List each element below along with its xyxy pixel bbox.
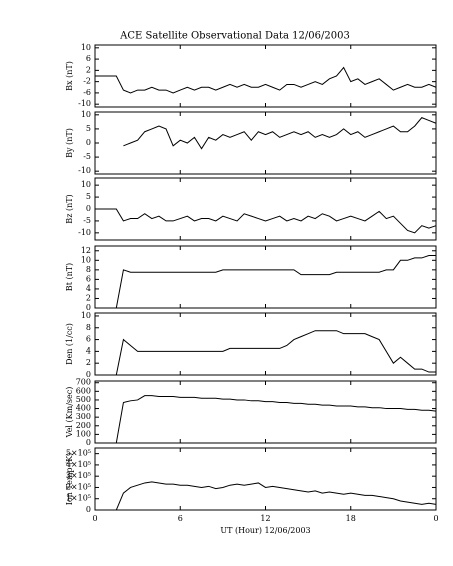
y-tick-label: 200 [76, 421, 91, 430]
x-tick-label: 12 [260, 514, 270, 523]
y-tick-label: 8 [86, 265, 91, 274]
data-line [95, 255, 436, 309]
x-tick-label: 0 [433, 514, 438, 523]
y-tick-label: 0 [86, 370, 91, 379]
y-tick-label: 0 [86, 138, 91, 147]
y-tick-label: 2×10⁵ [66, 482, 91, 491]
y-tick-label: 10 [81, 255, 91, 264]
panel-frame [94, 447, 437, 511]
y-tick-label: 400 [76, 404, 91, 413]
data-line [95, 395, 437, 444]
x-tick-label: 6 [178, 514, 183, 523]
y-tick-label: 5×10⁵ [66, 449, 91, 458]
y-tick-label: 5 [86, 192, 91, 201]
data-line [123, 117, 437, 150]
y-tick-label: 4 [86, 346, 91, 355]
data-line [95, 481, 437, 511]
y-tick-label: 4×10⁵ [66, 460, 91, 469]
x-axis-label: UT (Hour) 12/06/2003 [220, 526, 310, 535]
y-axis-label: Bx (nT) [65, 61, 74, 91]
y-tick-label: 2 [86, 65, 91, 74]
y-tick-label: 0 [86, 303, 91, 312]
y-tick-label: -2 [83, 77, 91, 86]
y-axis-label: Vel (Km/sec) [65, 387, 74, 439]
panel-frame [94, 380, 437, 444]
panel-frame [94, 245, 437, 309]
y-tick-label: 500 [76, 395, 91, 404]
y-axis-label: Den (1/cc) [65, 323, 74, 365]
y-tick-label: 6 [86, 54, 91, 63]
panel-frame [94, 44, 437, 108]
panel-frame [94, 111, 437, 175]
data-line [95, 66, 437, 94]
y-tick-label: -10 [78, 99, 91, 108]
y-axis-label: Bt (nT) [65, 263, 74, 291]
x-tick-label: 0 [92, 514, 97, 523]
y-tick-label: 0 [86, 505, 91, 514]
y-axis-label: Bz (nT) [65, 194, 74, 223]
chart-title: ACE Satellite Observational Data 12/06/2… [119, 31, 350, 42]
y-axis-label: Ion Temp (K) [65, 453, 74, 506]
y-tick-label: 10 [81, 180, 91, 189]
y-tick-label: 6 [86, 335, 91, 344]
y-axis-label: By (nT) [65, 128, 74, 158]
y-tick-label: -5 [83, 152, 91, 161]
panel-frame [94, 177, 437, 241]
y-tick-label: 4 [86, 284, 91, 293]
y-tick-label: -5 [83, 216, 91, 225]
y-tick-label: -10 [78, 228, 91, 237]
data-line [95, 208, 437, 234]
y-tick-label: 100 [76, 429, 91, 438]
y-tick-label: 2 [86, 293, 91, 302]
y-tick-label: -10 [78, 166, 91, 175]
y-tick-label: 12 [81, 246, 91, 255]
y-tick-label: 2 [86, 358, 91, 367]
y-tick-label: 0 [86, 204, 91, 213]
y-tick-label: 8 [86, 323, 91, 332]
y-tick-label: 5 [86, 124, 91, 133]
panel-frame [94, 312, 437, 376]
y-tick-label: 10 [81, 110, 91, 119]
y-tick-label: 0 [86, 438, 91, 447]
y-tick-label: 10 [81, 311, 91, 320]
y-tick-label: -6 [83, 88, 91, 97]
y-tick-label: 600 [76, 386, 91, 395]
y-tick-label: 10 [81, 43, 91, 52]
y-tick-label: 3×10⁵ [66, 471, 91, 480]
y-tick-label: 700 [76, 378, 91, 387]
data-line [95, 330, 436, 376]
y-tick-label: 6 [86, 274, 91, 283]
y-tick-label: 300 [76, 412, 91, 421]
y-tick-label: 1×10⁵ [66, 494, 91, 503]
x-tick-label: 18 [346, 514, 356, 523]
